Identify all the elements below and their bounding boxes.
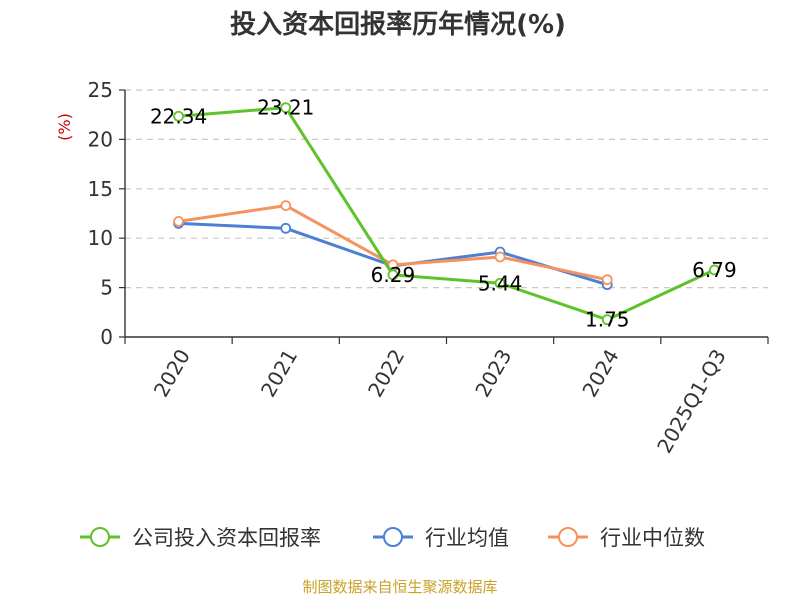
data-label: 22.34 — [150, 104, 207, 128]
y-tick-label: 25 — [88, 78, 113, 102]
data-label: 1.75 — [585, 308, 630, 332]
x-tick-label: 2021 — [256, 345, 302, 401]
axes: 0 5 10 15 20 25 2020 2021 2022 2023 2024 2025Q1-Q3 — [88, 78, 769, 457]
data-point — [280, 102, 292, 114]
data-point — [387, 259, 399, 271]
legend-marker — [383, 527, 403, 547]
source-note: 制图数据来自恒生聚源数据库 — [302, 578, 497, 596]
data-point — [601, 314, 613, 326]
legend-marker — [90, 527, 110, 547]
data-point — [494, 251, 506, 263]
y-tick-label: 20 — [88, 127, 113, 151]
data-point — [601, 274, 613, 286]
data-point — [173, 216, 184, 227]
series-line — [178, 106, 716, 322]
data-point — [387, 269, 399, 281]
chart-title: 投入资本回报率历年情况(%) — [230, 9, 566, 40]
data-label: 23.21 — [257, 96, 314, 120]
y-tick-label: 5 — [100, 276, 113, 300]
grid-lines — [125, 89, 768, 289]
x-tick-label: 2025Q1-Q3 — [652, 345, 731, 457]
y-tick-label: 15 — [88, 177, 113, 201]
data-label: 5.44 — [478, 271, 523, 295]
x-tick-label: 2020 — [149, 345, 195, 401]
x-tick-label: 2024 — [577, 345, 623, 401]
y-tick-label: 10 — [88, 226, 113, 250]
y-tick-label: 0 — [100, 325, 113, 349]
data-point — [709, 264, 720, 276]
legend-label: 公司投入资本回报率 — [132, 526, 321, 550]
legend: 公司投入资本回报率 行业均值 行业中位数 — [80, 526, 705, 550]
legend-label: 行业中位数 — [600, 526, 705, 550]
series-layer — [173, 102, 720, 326]
x-tick-label: 2023 — [470, 345, 516, 401]
x-tick-label: 2022 — [363, 345, 409, 401]
data-label: 6.29 — [371, 263, 416, 287]
data-point — [280, 222, 292, 234]
data-point — [494, 277, 506, 289]
y-axis-unit: (%) — [55, 113, 74, 141]
data-point — [173, 110, 184, 122]
data-label: 6.79 — [692, 258, 737, 282]
legend-marker — [558, 527, 578, 547]
legend-label: 行业均值 — [425, 526, 509, 550]
data-labels: 22.34 23.21 6.29 5.44 1.75 6.79 — [150, 96, 737, 332]
data-point — [280, 200, 292, 211]
